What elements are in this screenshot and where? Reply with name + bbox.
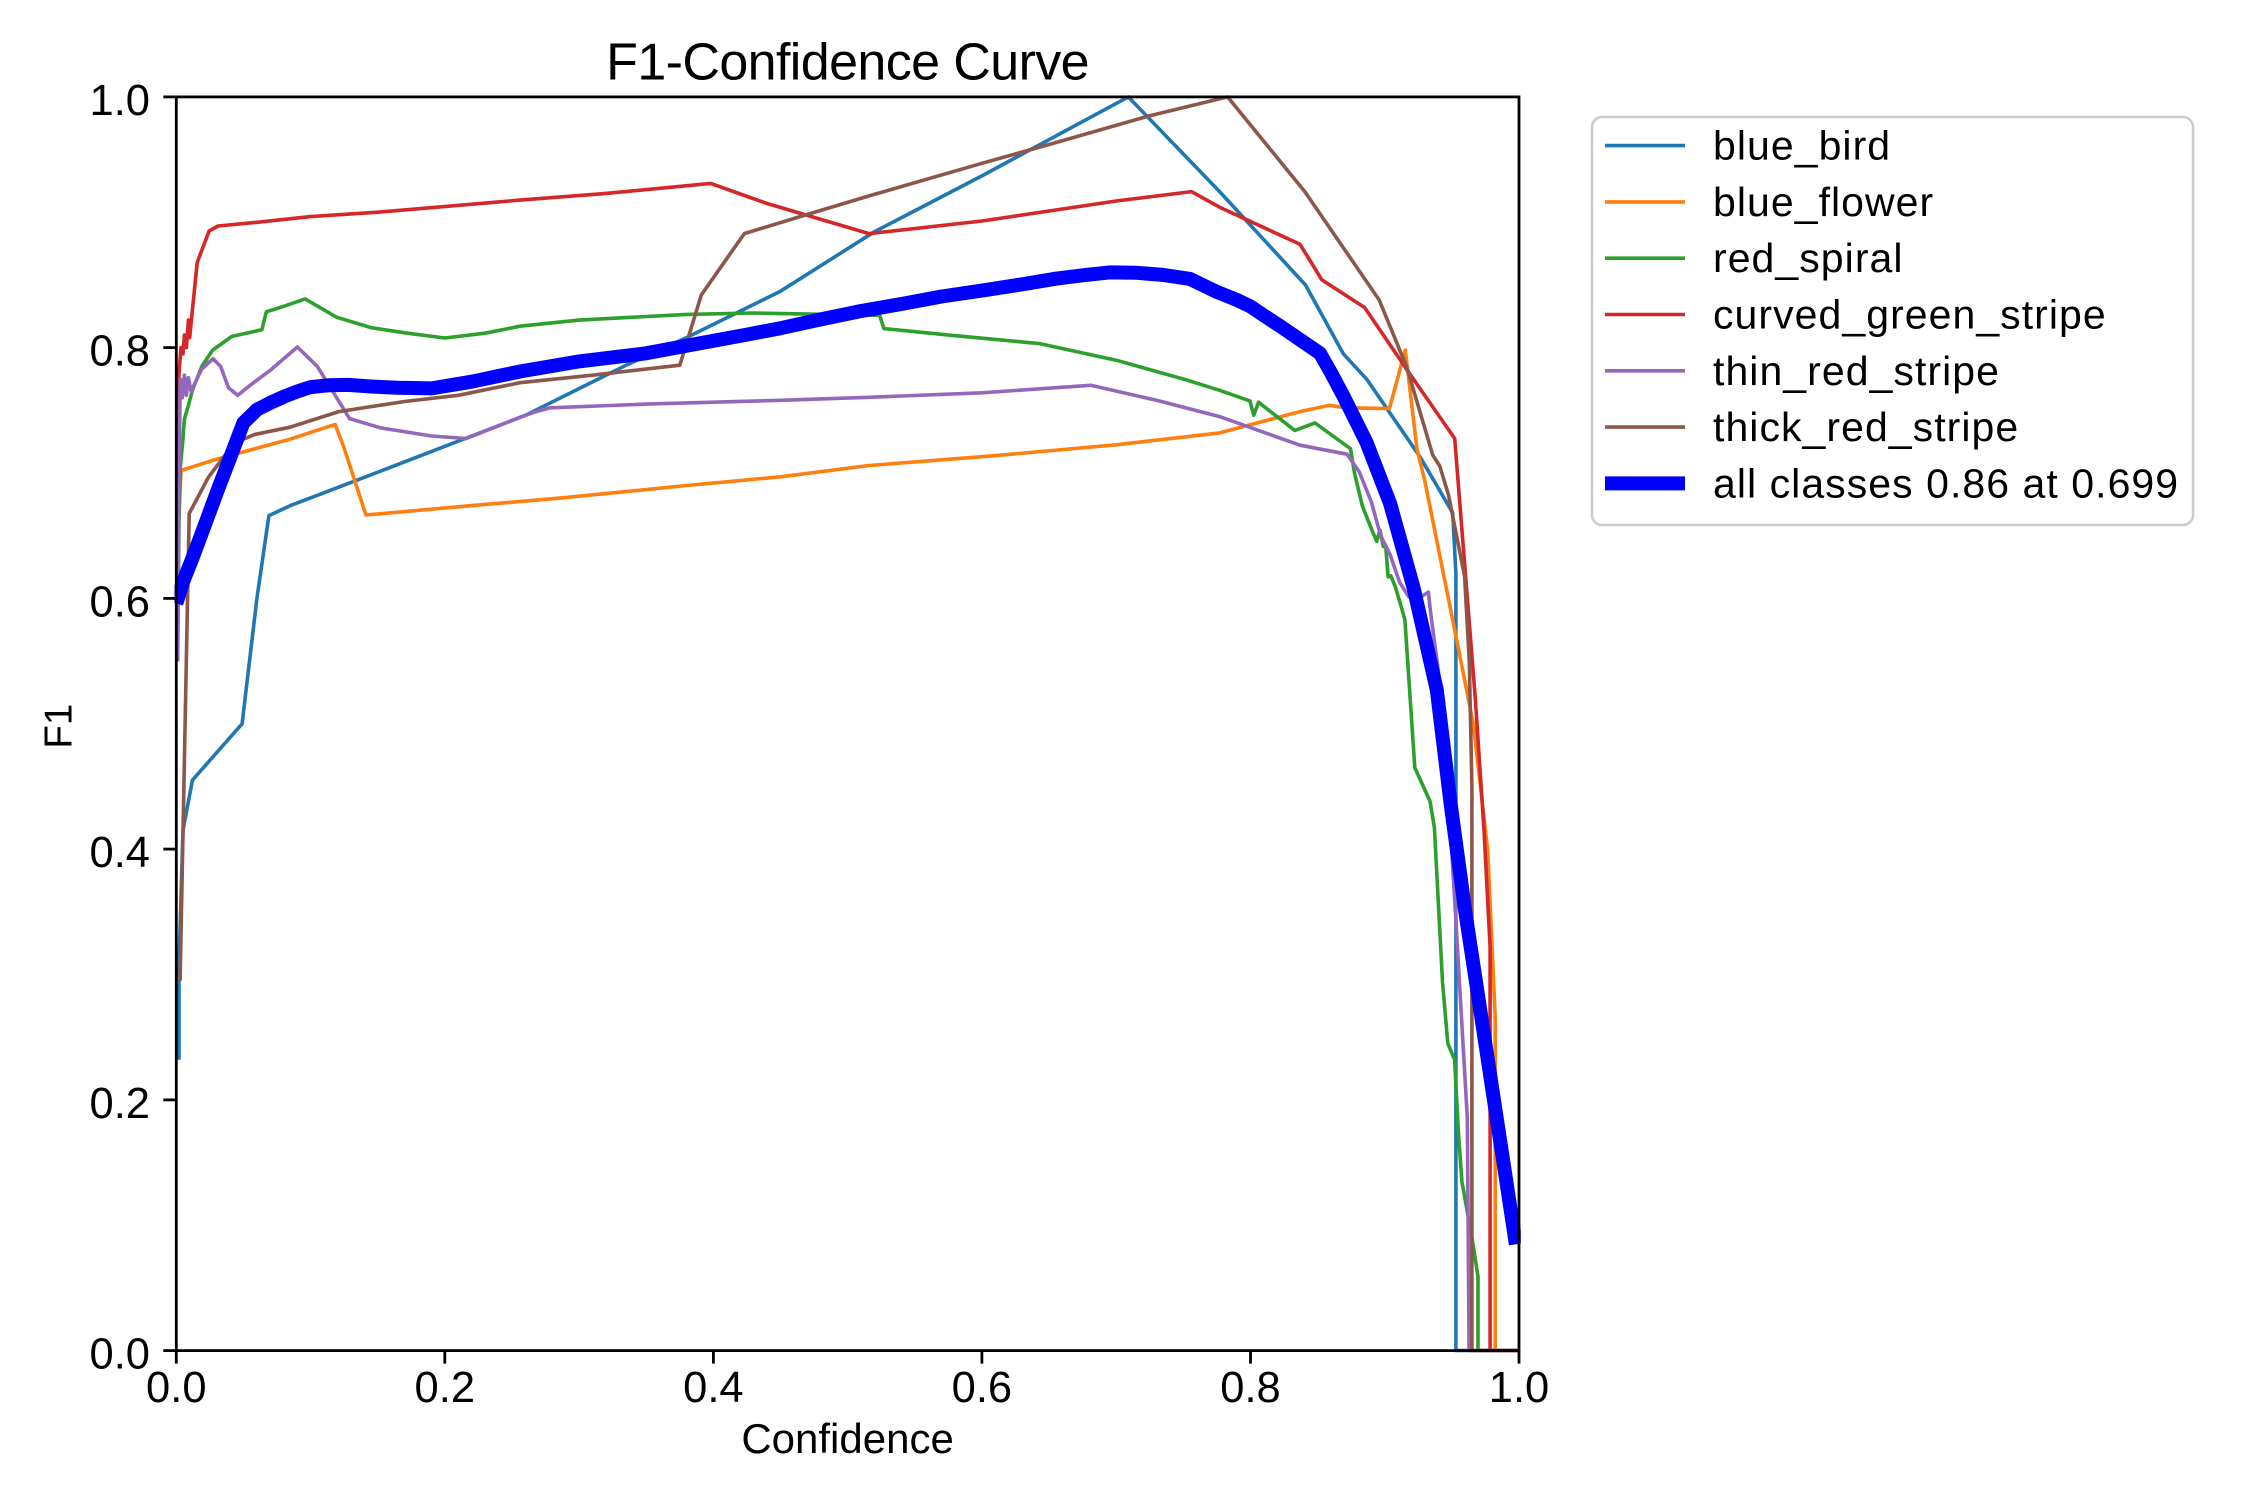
svg-text:0.4: 0.4 <box>90 829 150 877</box>
svg-text:thin_red_stripe: thin_red_stripe <box>1713 348 2000 394</box>
svg-text:thick_red_stripe: thick_red_stripe <box>1713 404 2019 450</box>
svg-text:blue_bird: blue_bird <box>1713 123 1891 169</box>
svg-text:Confidence: Confidence <box>741 1415 953 1462</box>
svg-text:F1: F1 <box>38 704 81 749</box>
svg-text:0.2: 0.2 <box>415 1364 475 1412</box>
svg-text:0.8: 0.8 <box>90 328 150 376</box>
svg-text:F1-Confidence Curve: F1-Confidence Curve <box>606 34 1089 92</box>
svg-text:0.0: 0.0 <box>90 1331 150 1379</box>
svg-text:all classes 0.86 at 0.699: all classes 0.86 at 0.699 <box>1713 460 2179 506</box>
svg-text:0.6: 0.6 <box>90 578 150 626</box>
svg-text:red_spiral: red_spiral <box>1713 235 1904 281</box>
svg-text:curved_green_stripe: curved_green_stripe <box>1713 292 2107 338</box>
svg-text:0.2: 0.2 <box>90 1080 150 1128</box>
svg-text:0.4: 0.4 <box>683 1364 743 1412</box>
svg-text:1.0: 1.0 <box>90 77 150 125</box>
svg-text:0.8: 0.8 <box>1220 1364 1280 1412</box>
svg-text:1.0: 1.0 <box>1489 1364 1549 1412</box>
svg-text:0.0: 0.0 <box>146 1364 206 1412</box>
svg-text:blue_flower: blue_flower <box>1713 179 1934 225</box>
svg-text:0.6: 0.6 <box>952 1364 1012 1412</box>
